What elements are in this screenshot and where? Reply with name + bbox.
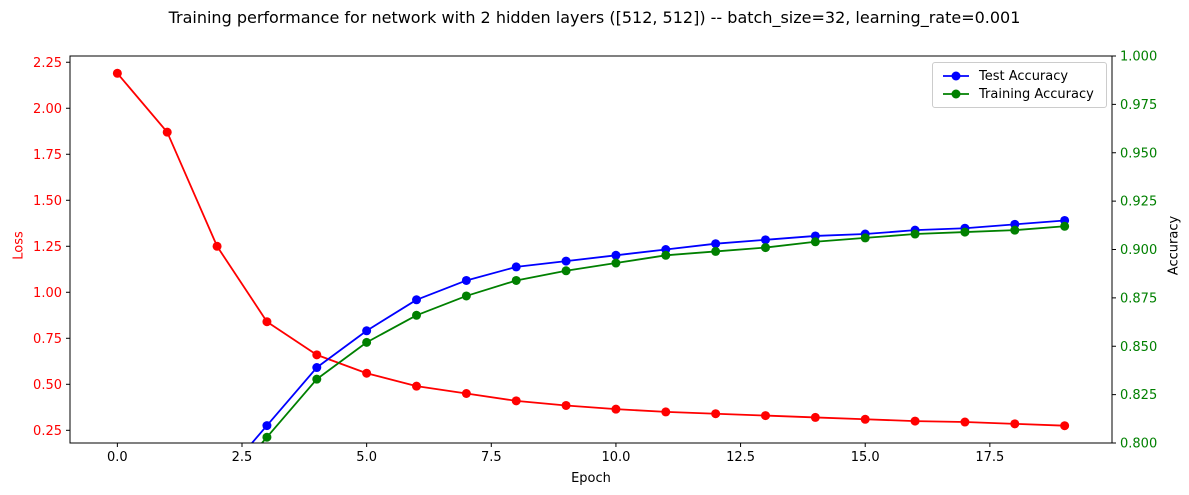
y-axis-label-accuracy: Accuracy (1166, 215, 1182, 276)
training-accuracy-point (1060, 221, 1070, 231)
legend-line-test-accuracy-icon (943, 71, 969, 81)
x-tick-label: 10.0 (601, 450, 630, 465)
loss-point (262, 317, 272, 327)
loss-point (661, 407, 671, 417)
plot-border (69, 55, 1113, 444)
training-accuracy-point (711, 246, 721, 256)
training-accuracy-point (910, 229, 920, 239)
x-tick-label: 0.0 (107, 450, 128, 465)
y-right-tick-label: 0.925 (1120, 195, 1157, 210)
test-accuracy-point (362, 326, 372, 336)
legend-label-test-accuracy: Test Accuracy (979, 68, 1069, 84)
test-accuracy-line (250, 219, 1065, 443)
legend-line-training-accuracy-icon (943, 89, 969, 99)
loss-point (561, 400, 571, 410)
legend-label-training-accuracy: Training Accuracy (979, 86, 1094, 102)
y-left-tick-label: 0.50 (33, 378, 62, 393)
loss-point (312, 350, 322, 360)
training-accuracy-point (312, 374, 322, 384)
training-accuracy-point (412, 310, 422, 320)
y-left-tick-label: 2.00 (33, 102, 62, 117)
loss-point (412, 381, 422, 391)
loss-point (960, 417, 970, 427)
y-left-tick-label: 1.75 (33, 148, 62, 163)
x-tick-label: 12.5 (726, 450, 755, 465)
y-right-tick-label: 0.800 (1120, 437, 1157, 452)
x-axis-label-epoch: Epoch (571, 471, 611, 486)
y-right-tick-label: 0.875 (1120, 291, 1157, 306)
y-left-tick-label: 0.25 (33, 424, 62, 439)
y-right-tick-label: 0.850 (1120, 340, 1157, 355)
test-accuracy-point (611, 250, 621, 260)
test-accuracy-point (760, 235, 770, 245)
legend: Test Accuracy Training Accuracy (932, 62, 1107, 108)
training-accuracy-point (960, 227, 970, 237)
chart-title: Training performance for network with 2 … (168, 8, 1021, 27)
y-left-tick-label: 1.50 (33, 194, 62, 209)
y-left-tick-label: 0.75 (33, 332, 62, 347)
loss-point (1010, 419, 1020, 429)
y-right-tick-label: 0.975 (1120, 98, 1157, 113)
test-accuracy-point (561, 256, 571, 266)
test-accuracy-point (312, 363, 322, 373)
test-accuracy-point (262, 421, 272, 431)
training-accuracy-line (260, 225, 1065, 443)
y-left-tick-label: 2.25 (33, 56, 62, 71)
x-tick-label: 17.5 (975, 450, 1004, 465)
loss-point (1060, 421, 1070, 431)
training-accuracy-point (561, 266, 571, 276)
loss-point (212, 241, 222, 251)
training-accuracy-point (362, 337, 372, 347)
loss-point (112, 68, 122, 78)
y-left-tick-label: 1.00 (33, 286, 62, 301)
loss-point (511, 396, 521, 406)
training-accuracy-point (760, 243, 770, 253)
x-tick-label: 15.0 (851, 450, 880, 465)
loss-point (362, 368, 372, 378)
test-accuracy-point (461, 275, 471, 285)
loss-point (860, 414, 870, 424)
loss-point (810, 412, 820, 422)
x-tick-label: 2.5 (232, 450, 253, 465)
y-left-tick-label: 1.25 (33, 240, 62, 255)
x-tick-label: 7.5 (481, 450, 502, 465)
y-right-tick-label: 1.000 (1120, 50, 1157, 65)
training-accuracy-point (611, 258, 621, 268)
training-accuracy-point (860, 233, 870, 243)
y-axis-label-loss: Loss (11, 231, 27, 260)
loss-point (910, 416, 920, 426)
test-accuracy-point (711, 239, 721, 249)
training-accuracy-point (262, 432, 272, 442)
training-accuracy-point (461, 291, 471, 301)
training-accuracy-point (810, 237, 820, 247)
loss-point (461, 388, 471, 398)
legend-item-test-accuracy: Test Accuracy (942, 67, 1098, 85)
y-right-tick-label: 0.825 (1120, 388, 1157, 403)
test-accuracy-point (511, 262, 521, 272)
training-accuracy-point (661, 250, 671, 260)
training-accuracy-point (511, 275, 521, 285)
loss-point (711, 409, 721, 419)
y-right-tick-label: 0.900 (1120, 243, 1157, 258)
loss-point (760, 411, 770, 421)
loss-line (116, 72, 1065, 427)
loss-point (611, 404, 621, 414)
x-tick-label: 5.0 (356, 450, 377, 465)
legend-item-training-accuracy: Training Accuracy (942, 85, 1098, 103)
loss-point (162, 127, 172, 137)
y-right-tick-label: 0.950 (1120, 146, 1157, 161)
test-accuracy-point (412, 295, 422, 305)
training-accuracy-point (1010, 225, 1020, 235)
